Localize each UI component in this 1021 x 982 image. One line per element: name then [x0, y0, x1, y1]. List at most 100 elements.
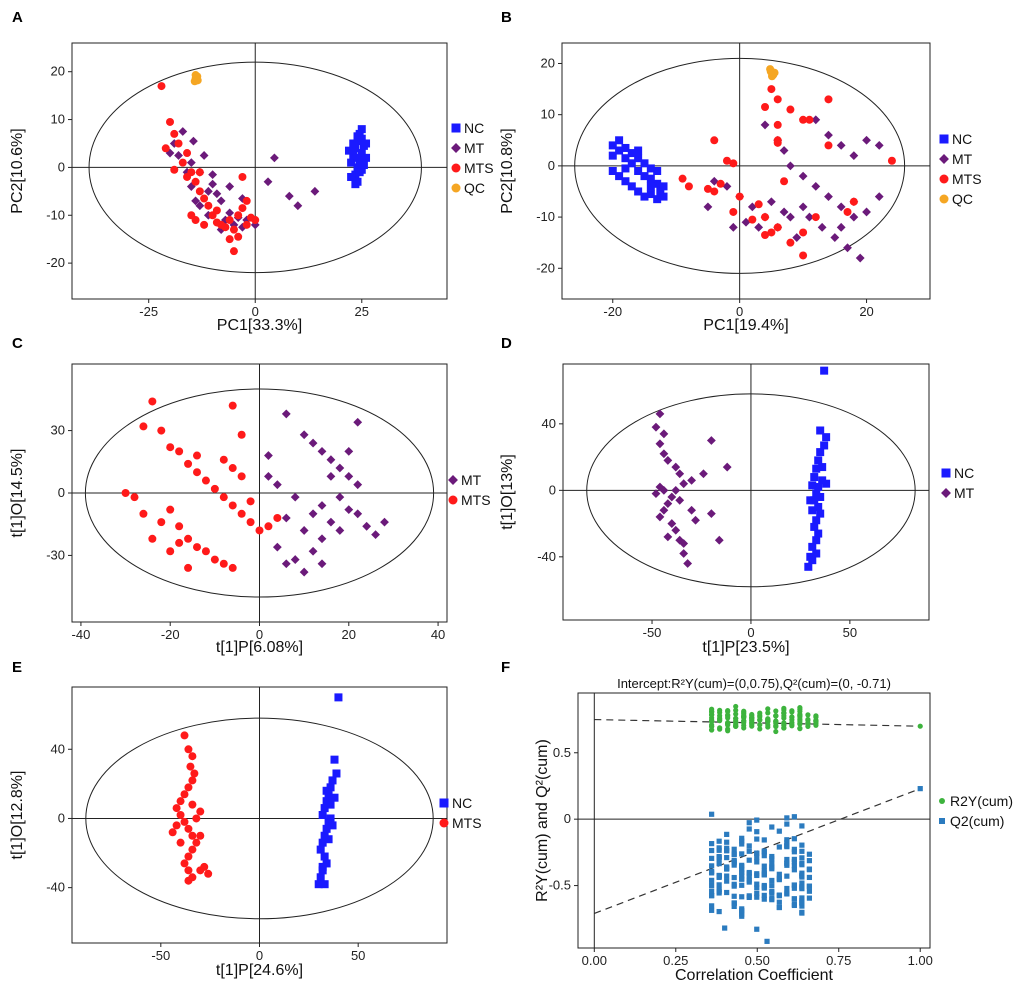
data-point [246, 518, 255, 527]
y-tick-label: -20 [536, 260, 555, 275]
data-point [709, 868, 715, 875]
data-point [792, 233, 802, 242]
y-tick-label: 0 [58, 159, 65, 174]
data-point [849, 151, 859, 161]
data-point [717, 725, 723, 731]
data-point [188, 776, 197, 785]
data-point [776, 875, 782, 881]
confidence-ellipse [84, 388, 435, 598]
data-point [773, 120, 782, 129]
data-point [200, 862, 209, 871]
data-point [862, 207, 871, 217]
data-point [203, 186, 213, 196]
data-point [791, 867, 797, 873]
data-point [195, 168, 204, 177]
data-point [353, 132, 362, 141]
data-point [822, 479, 831, 488]
data-point [322, 824, 331, 833]
data-point [272, 480, 282, 490]
data-point [710, 187, 719, 196]
data-point [746, 857, 752, 863]
y-tick-label: 10 [541, 107, 555, 122]
data-point [714, 535, 724, 545]
data-point [816, 509, 825, 518]
data-point [791, 896, 797, 902]
data-point [187, 211, 196, 220]
data-point [225, 182, 235, 191]
plot-frame [71, 42, 448, 300]
data-point [229, 247, 238, 256]
data-point [799, 884, 805, 890]
data-point [765, 710, 771, 716]
x-tick-label: 0 [252, 304, 259, 319]
data-point [739, 866, 745, 872]
data-point [754, 836, 760, 842]
legend-marker [939, 174, 949, 184]
data-point [188, 831, 197, 840]
data-point [640, 172, 649, 181]
data-point [729, 159, 738, 168]
data-point [180, 731, 189, 740]
data-point [784, 885, 790, 892]
data-point [814, 529, 823, 538]
data-point [725, 708, 731, 715]
data-point [781, 725, 787, 731]
data-point [806, 496, 815, 505]
data-point [671, 485, 681, 495]
legend-marker [941, 468, 951, 478]
data-point [659, 505, 669, 515]
data-point [640, 159, 649, 168]
panel-label: C [12, 335, 23, 352]
data-point [784, 890, 790, 896]
data-point [284, 191, 294, 201]
data-point [608, 167, 617, 175]
data-point [653, 167, 662, 175]
data-point [317, 446, 327, 456]
legend-marker [451, 163, 461, 173]
y-tick-label: -10 [536, 209, 555, 224]
data-point [188, 800, 197, 809]
data-point [789, 714, 795, 720]
data-point [724, 864, 730, 870]
data-point [679, 549, 689, 558]
data-point [776, 828, 782, 834]
data-point [766, 67, 775, 76]
data-point [855, 253, 865, 263]
data-point [806, 895, 813, 901]
data-point [810, 522, 819, 531]
data-point [326, 455, 336, 465]
data-point [184, 534, 193, 543]
data-point [188, 845, 197, 854]
data-point [784, 839, 790, 846]
data-point [121, 489, 130, 497]
data-point [754, 890, 760, 897]
data-point [184, 459, 193, 468]
data-point [659, 182, 668, 191]
data-point [678, 174, 687, 183]
data-point [820, 441, 829, 450]
data-point [769, 877, 775, 884]
data-point [810, 473, 819, 482]
data-point [709, 907, 715, 913]
data-point [773, 708, 779, 714]
data-point [659, 449, 669, 459]
data-point [791, 814, 797, 820]
y-axis-label: PC2[10.8%] [499, 128, 516, 213]
data-point [741, 712, 747, 719]
data-point [781, 705, 787, 711]
data-point [733, 721, 739, 727]
data-point [217, 220, 226, 229]
data-point [786, 212, 795, 222]
x-axis-label: PC1[19.4%] [703, 317, 788, 334]
data-point [757, 722, 763, 728]
data-point [242, 196, 251, 205]
data-point [722, 462, 732, 472]
panel-b: B -20 0 20 -20 -10 0 10 20 PC1[19.4%] PC2[10.8%] NC… [499, 9, 982, 334]
data-point [741, 725, 747, 731]
data-point [656, 187, 665, 196]
data-point [318, 811, 327, 819]
data-point [166, 443, 175, 452]
data-point [709, 903, 715, 909]
data-point [735, 192, 744, 201]
